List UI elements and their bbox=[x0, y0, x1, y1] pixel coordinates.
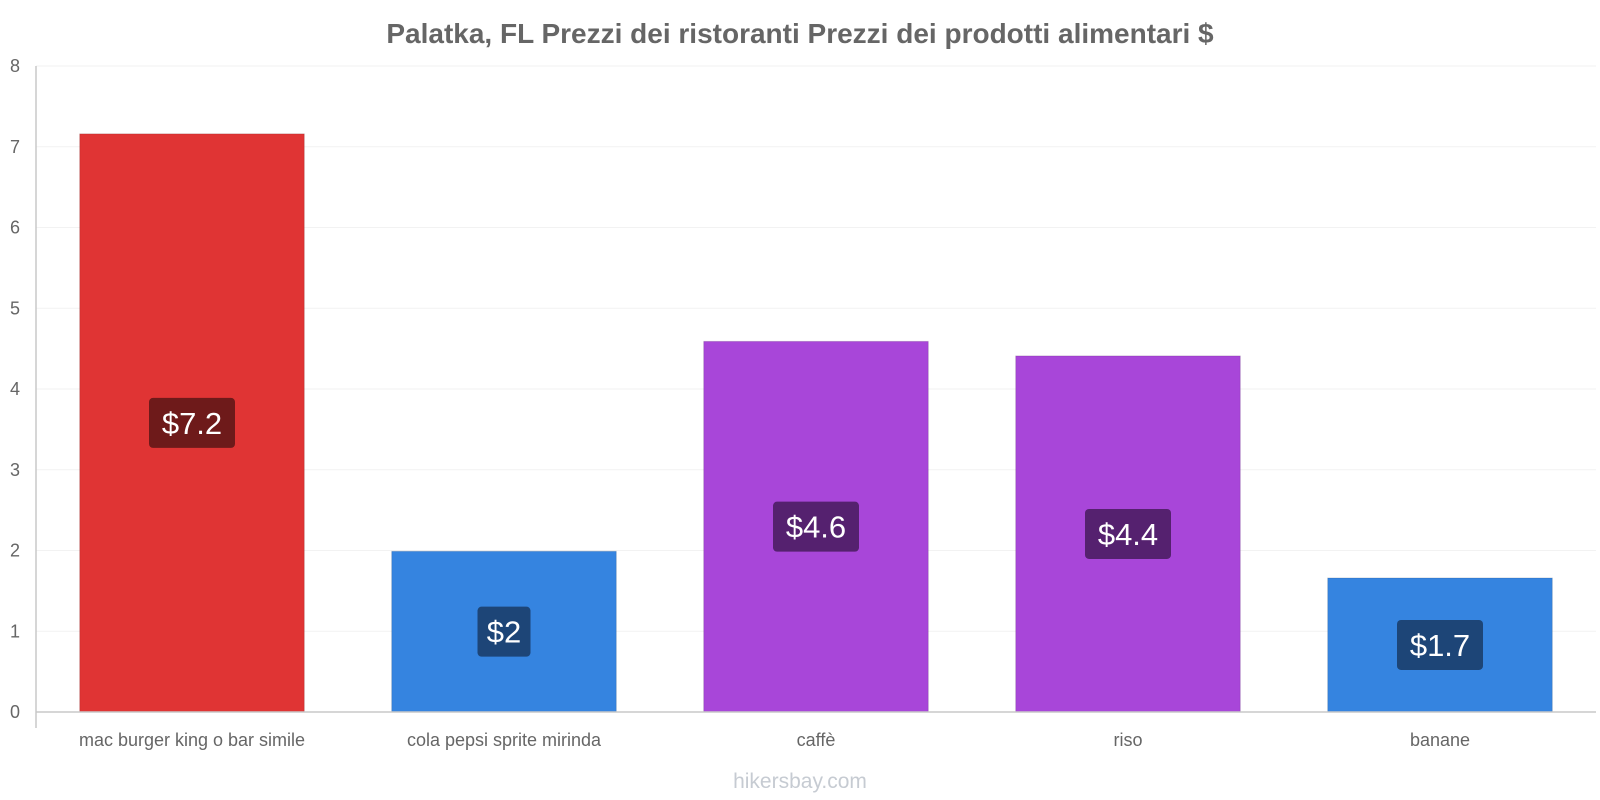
value-label: $4.4 bbox=[1085, 508, 1171, 559]
category-label: cola pepsi sprite mirinda bbox=[407, 730, 602, 750]
y-tick-label: 2 bbox=[10, 541, 20, 561]
y-tick-label: 7 bbox=[10, 137, 20, 157]
value-label-bg bbox=[1397, 619, 1483, 670]
credit-text: hikersbay.com bbox=[733, 770, 867, 793]
y-tick-label: 8 bbox=[10, 56, 20, 76]
chart-title: Palatka, FL Prezzi dei ristoranti Prezzi… bbox=[386, 18, 1214, 49]
value-label: $4.6 bbox=[773, 501, 859, 552]
y-tick-label: 3 bbox=[10, 460, 20, 480]
y-tick-label: 4 bbox=[10, 379, 20, 399]
y-tick-label: 6 bbox=[10, 218, 20, 238]
category-labels: mac burger king o bar simile cola pepsi s… bbox=[79, 730, 1470, 750]
category-label: riso bbox=[1113, 730, 1142, 750]
value-label: $2 bbox=[477, 606, 531, 657]
value-label-text: $7.2 bbox=[162, 406, 222, 441]
y-tick-label: 0 bbox=[10, 702, 20, 722]
value-label-bg bbox=[149, 397, 235, 448]
value-label: $1.7 bbox=[1397, 619, 1483, 670]
value-label: $7.2 bbox=[149, 397, 235, 448]
value-label-text: $2 bbox=[487, 615, 521, 650]
y-tick-label: 5 bbox=[10, 298, 20, 318]
bars bbox=[79, 133, 1553, 713]
category-label: mac burger king o bar simile bbox=[79, 730, 305, 750]
value-label-bg bbox=[477, 606, 531, 657]
category-label: banane bbox=[1410, 730, 1470, 750]
value-labels: $7.2 $2 $4.6 $4.4 $1.7 bbox=[149, 397, 1483, 670]
value-label-text: $1.7 bbox=[1410, 628, 1470, 663]
category-label: caffè bbox=[797, 730, 836, 750]
value-label-text: $4.6 bbox=[786, 510, 846, 545]
value-label-bg bbox=[1085, 508, 1171, 559]
value-label-bg bbox=[773, 501, 859, 552]
y-axis-ticks: 0 1 2 3 4 5 6 7 8 bbox=[10, 56, 20, 722]
value-label-text: $4.4 bbox=[1098, 517, 1158, 552]
y-tick-label: 1 bbox=[10, 621, 20, 641]
